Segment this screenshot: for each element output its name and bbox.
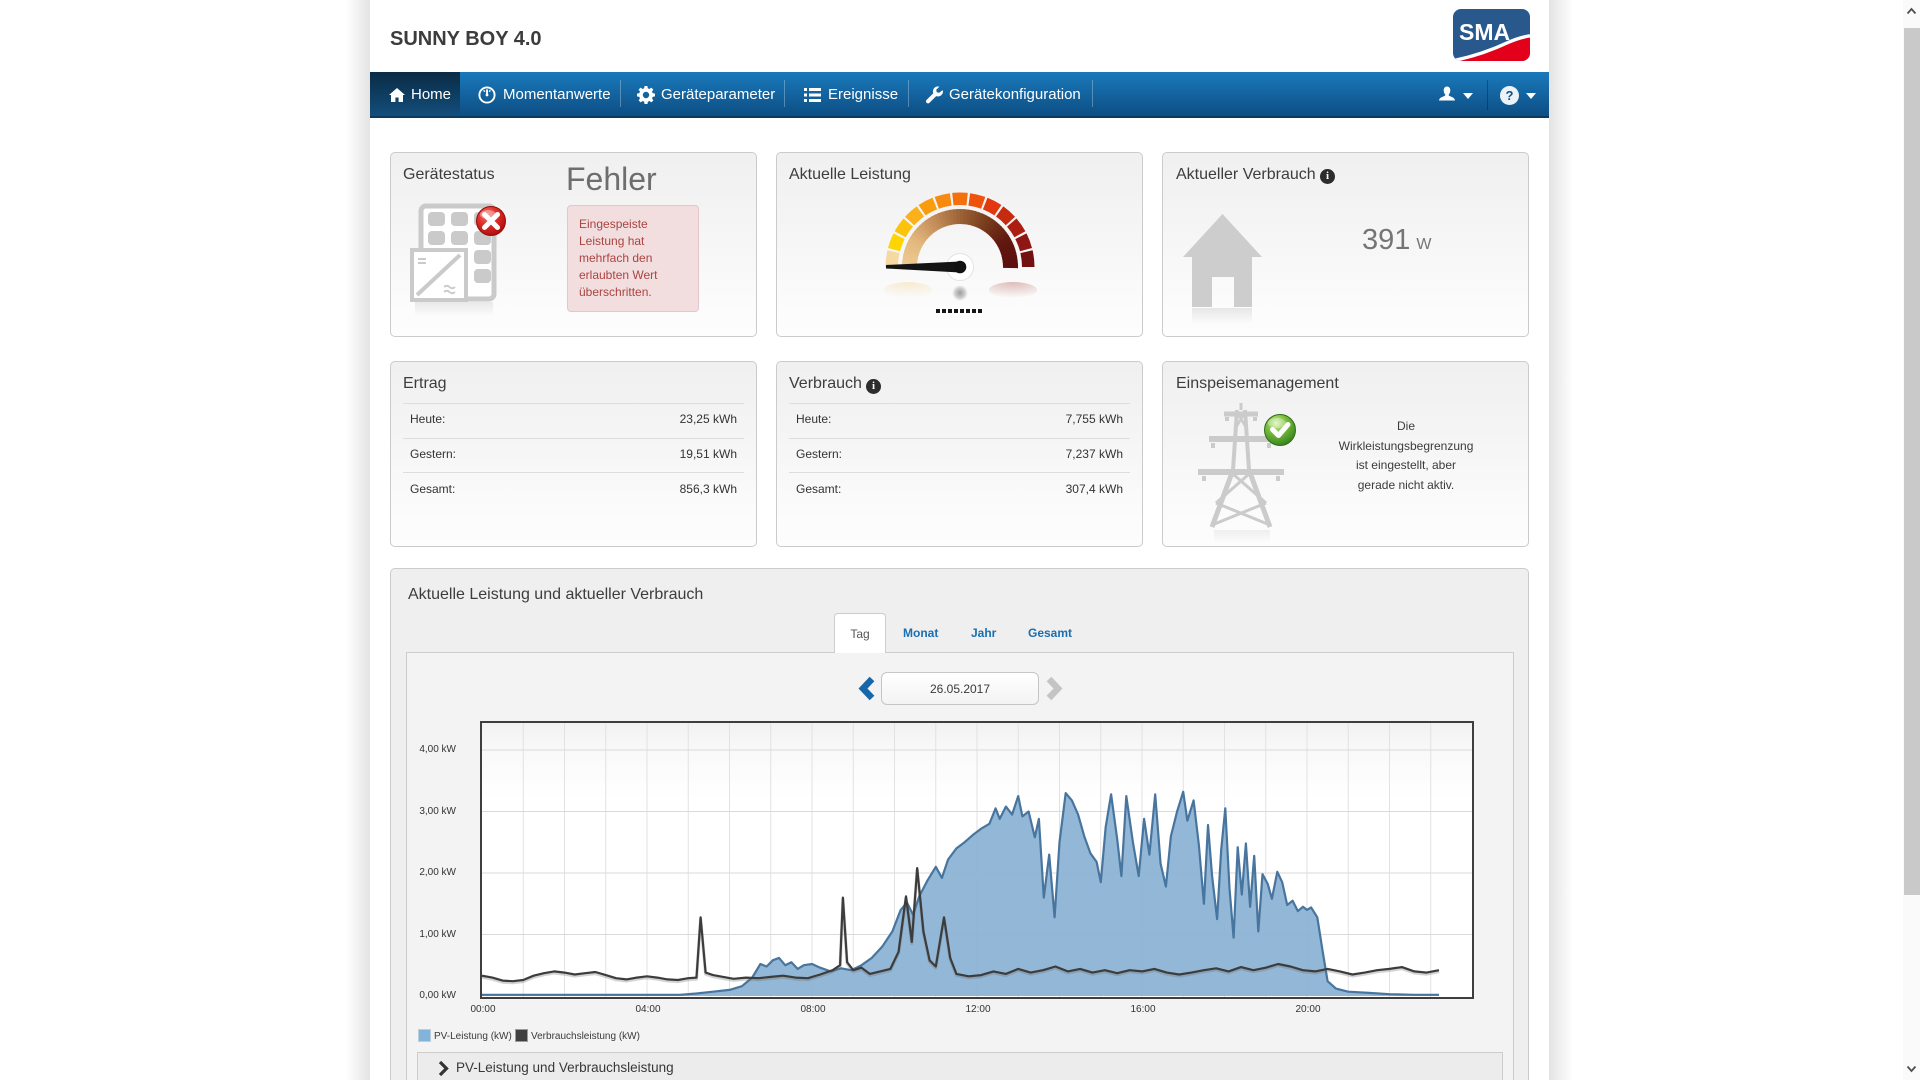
svg-text:SMA: SMA [1459, 19, 1510, 45]
svg-text:?: ? [1506, 88, 1514, 103]
